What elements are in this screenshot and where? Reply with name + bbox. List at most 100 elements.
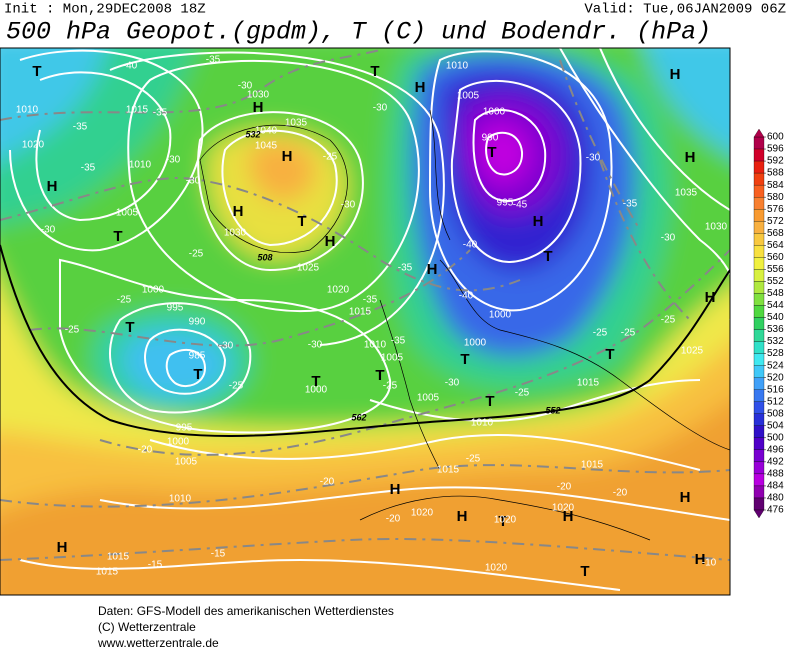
isobar [149, 433, 701, 471]
pressure-center: H [282, 148, 293, 165]
pressure-center: H [670, 66, 681, 83]
isotherm [0, 464, 730, 508]
colorbar-tick-label: 540 [767, 312, 784, 323]
pressure-center: T [460, 351, 469, 368]
pressure-center: H [457, 508, 468, 525]
colorbar-bin [753, 341, 765, 354]
colorbar-tick-label: 528 [767, 348, 784, 359]
isotherm-label: -10 [702, 558, 717, 569]
colorbar-bin [753, 160, 765, 174]
isobar-label: 1020 [552, 503, 575, 514]
isotherm-label: -25 [515, 388, 530, 399]
isotherm-label: -25 [593, 328, 608, 339]
pressure-center: T [543, 248, 552, 265]
isotherm-label: -25 [466, 454, 481, 465]
isotherm-label: -20 [138, 445, 153, 456]
coastline [379, 299, 441, 471]
geopotential-552 [0, 244, 730, 437]
isobar [472, 109, 547, 202]
isotherm [0, 538, 730, 561]
isotherm [99, 249, 730, 456]
colorbar-tick-label: 568 [767, 228, 784, 239]
isobar [559, 48, 730, 320]
isobar-label: 1000 [464, 338, 487, 349]
pressure-center: T [605, 346, 614, 363]
pressure-center: H [695, 551, 706, 568]
isotherm-label: -35 [623, 199, 638, 210]
color-area [0, 48, 107, 161]
pressure-center: T [487, 144, 496, 161]
colorbar-bin [753, 329, 765, 342]
colorbar-bin [753, 233, 765, 246]
isobar-label: 1000 [305, 385, 328, 396]
pressure-center: T [498, 513, 507, 530]
pressure-center: T [193, 366, 202, 383]
footer-line: Daten: GFS-Modell des amerikanischen Wet… [98, 604, 394, 618]
isobar-label: 1015 [126, 105, 149, 116]
isotherm [0, 49, 381, 121]
isobar-label: 1015 [577, 378, 600, 389]
colorbar-tick-label: 508 [767, 408, 784, 419]
pressure-center: H [533, 213, 544, 230]
isotherm-label: -25 [621, 328, 636, 339]
isotherm-label: -45 [513, 200, 528, 211]
isotherm-label: -40 [463, 240, 478, 251]
colorbar-tick-label: 560 [767, 252, 784, 263]
valid-time: Valid: Tue,06JAN2009 06Z [584, 2, 786, 18]
pressure-center: H [563, 508, 574, 525]
isobar-label: 995 [176, 423, 193, 434]
isotherm [0, 177, 521, 292]
geopotential-label: 508 [257, 252, 272, 262]
pressure-center: T [125, 319, 134, 336]
isobar [19, 558, 621, 591]
pressure-center: T [485, 393, 494, 410]
isobar-label: 1020 [22, 140, 45, 151]
colorbar-bin [753, 148, 765, 162]
coastline [429, 109, 451, 241]
pressure-center: H [233, 203, 244, 220]
colorbar-tick-label: 576 [767, 204, 784, 215]
isobar [99, 486, 730, 521]
colorbar-bin [753, 245, 765, 258]
colorbar-tick-label: 556 [767, 264, 784, 275]
isobar [59, 258, 392, 434]
map-labels: T T H H H H T H H H T H T H T H H T T T T T T T H H H H T H T H 1010 1015… [16, 55, 728, 580]
colorbar-tick-label: 580 [767, 192, 784, 203]
isotherm-label: -35 [398, 263, 413, 274]
geopotential-label: 562 [351, 412, 366, 422]
isobar [144, 328, 227, 395]
isotherm-label: -30 [586, 153, 601, 164]
pressure-center: H [705, 289, 716, 306]
isotherm-label: -35 [153, 108, 168, 119]
colorbar-tick-label: 488 [767, 469, 784, 480]
isobar-label: 1010 [169, 494, 192, 505]
isobar-label: 1025 [297, 263, 320, 274]
colorbar-tick-label: 484 [767, 481, 784, 492]
isobar-label: 1015 [349, 307, 372, 318]
pressure-center: H [390, 481, 401, 498]
geopotential-label: 532 [245, 129, 260, 139]
isobar-label: 1030 [247, 90, 270, 101]
isobar [450, 79, 582, 264]
isotherm-label: -25 [117, 295, 132, 306]
isotherm-label: -30 [41, 225, 56, 236]
colorbar-tick-label: 516 [767, 384, 784, 395]
isotherm [559, 59, 641, 231]
isotherm-label: -30 [308, 340, 323, 351]
pressure-center: H [427, 261, 438, 278]
isobar-label: 995 [167, 303, 184, 314]
isobar-label: 1005 [381, 353, 404, 364]
isobar-label: 1015 [581, 460, 604, 471]
isobar-label: 1020 [494, 515, 517, 526]
isobar-label: 1040 [255, 126, 278, 137]
colorbar-bin [753, 136, 765, 150]
colorbar-bin [753, 257, 765, 270]
isobar-label: 1035 [675, 188, 698, 199]
colorbar-bin [753, 221, 765, 234]
isotherm-label: -20 [320, 477, 335, 488]
isotherm-label: -20 [557, 482, 572, 493]
colorbar-tick-label: 536 [767, 324, 784, 335]
isobar-label: 1010 [129, 160, 152, 171]
